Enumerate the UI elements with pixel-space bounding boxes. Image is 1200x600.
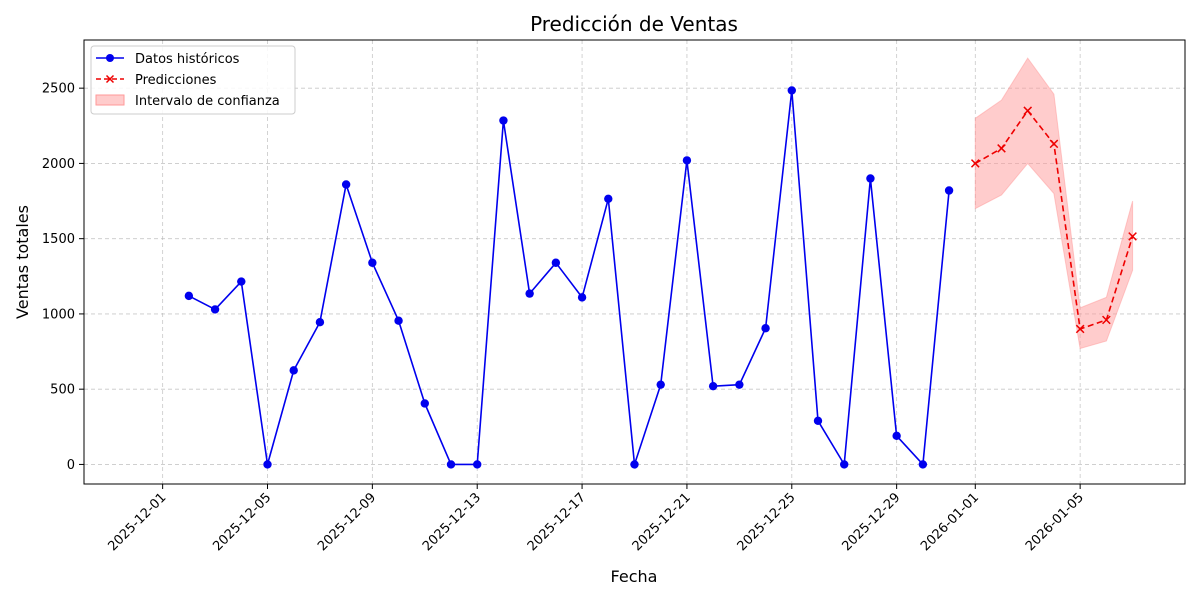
chart-title: Predicción de Ventas bbox=[530, 12, 738, 36]
prediction-data-point bbox=[970, 159, 980, 168]
x-axis-label: Fecha bbox=[611, 567, 658, 586]
historical-data-point bbox=[368, 258, 377, 267]
prediction-data-point bbox=[1049, 139, 1059, 149]
historical-data-point bbox=[866, 174, 875, 183]
series-layer bbox=[184, 86, 1137, 469]
historical-data-point bbox=[315, 318, 325, 327]
historical-data-point bbox=[237, 277, 246, 286]
y-tick-label: 0 bbox=[67, 458, 75, 473]
historical-data-point bbox=[604, 194, 613, 203]
legend: Datos históricos Predicciones Intervalo … bbox=[90, 45, 296, 115]
legend-confidence-label: Intervalo de confianza bbox=[135, 94, 280, 109]
prediction-data-point bbox=[1128, 232, 1137, 241]
legend-confidence-swatch bbox=[95, 94, 125, 106]
historical-data-point bbox=[813, 416, 823, 425]
historical-data-point bbox=[263, 460, 272, 469]
historical-data-point bbox=[682, 156, 692, 165]
prediction-data-point bbox=[1023, 106, 1033, 116]
prediction-data-point bbox=[1102, 315, 1111, 325]
y-tick-label: 2000 bbox=[42, 157, 75, 172]
historical-data-point bbox=[184, 291, 194, 301]
historical-data-point bbox=[446, 460, 456, 469]
historical-data-point bbox=[551, 258, 561, 267]
historical-series-line bbox=[188, 89, 950, 466]
historical-data-point bbox=[577, 293, 587, 302]
historical-data-point bbox=[761, 324, 770, 333]
y-tick-label: 2500 bbox=[42, 82, 75, 97]
historical-data-point bbox=[341, 180, 351, 189]
prediction-data-point bbox=[997, 144, 1006, 153]
legend-predictions-marker bbox=[105, 74, 115, 84]
historical-data-point bbox=[394, 316, 403, 325]
legend-predictions-label: Predicciones bbox=[135, 73, 217, 88]
historical-data-point bbox=[787, 86, 796, 95]
legend-historical-label: Datos históricos bbox=[135, 52, 240, 67]
y-tick-label: 1500 bbox=[42, 232, 75, 247]
historical-data-point bbox=[210, 305, 220, 314]
historical-data-point bbox=[944, 186, 954, 195]
historical-data-point bbox=[420, 399, 429, 408]
historical-data-point bbox=[289, 366, 298, 375]
historical-data-point bbox=[656, 380, 665, 389]
legend-box bbox=[90, 45, 296, 115]
prediction-data-point bbox=[1075, 324, 1085, 334]
y-tick-label: 1000 bbox=[42, 307, 75, 322]
historical-data-point bbox=[630, 460, 639, 469]
historical-data-point bbox=[708, 381, 718, 391]
y-axis-label: Ventas totales bbox=[13, 205, 32, 319]
y-tick-label: 500 bbox=[50, 383, 75, 398]
historical-data-point bbox=[735, 380, 744, 389]
historical-data-point bbox=[499, 116, 508, 125]
historical-data-point bbox=[892, 431, 901, 441]
historical-data-point bbox=[473, 460, 482, 469]
plot-frame bbox=[83, 39, 1186, 485]
historical-data-point bbox=[840, 460, 849, 469]
historical-data-point bbox=[525, 289, 534, 298]
legend-historical-marker bbox=[106, 54, 114, 62]
historical-data-point bbox=[918, 460, 928, 469]
